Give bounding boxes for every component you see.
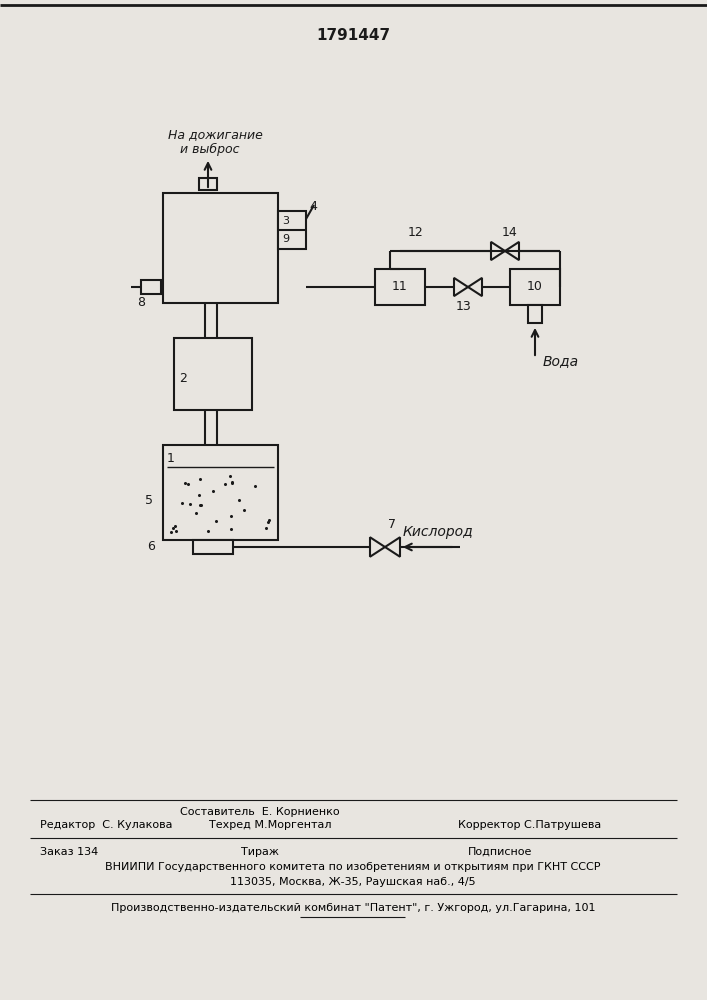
Polygon shape (370, 537, 385, 557)
Text: Корректор С.Патрушева: Корректор С.Патрушева (458, 820, 602, 830)
Text: 1791447: 1791447 (316, 27, 390, 42)
Polygon shape (454, 278, 468, 296)
Text: 4: 4 (309, 200, 317, 214)
Bar (278, 211, 306, 249)
Bar (199, 178, 217, 190)
Bar (193, 540, 233, 554)
Bar (163, 193, 278, 303)
Bar (163, 445, 278, 540)
Polygon shape (505, 242, 519, 260)
Text: 3: 3 (282, 216, 289, 226)
Text: Составитель  Е. Корниенко: Составитель Е. Корниенко (180, 807, 340, 817)
Text: Заказ 134: Заказ 134 (40, 847, 98, 857)
Text: 5: 5 (145, 493, 153, 506)
Text: 113035, Москва, Ж-35, Раушская наб., 4/5: 113035, Москва, Ж-35, Раушская наб., 4/5 (230, 877, 476, 887)
Text: Кислород: Кислород (403, 525, 474, 539)
Text: 10: 10 (527, 280, 543, 294)
Text: ВНИИПИ Государственного комитета по изобретениям и открытиям при ГКНТ СССР: ВНИИПИ Государственного комитета по изоб… (105, 862, 601, 872)
Text: 12: 12 (408, 227, 423, 239)
Bar (141, 280, 161, 294)
Bar (174, 338, 252, 410)
Text: 6: 6 (147, 540, 155, 554)
Text: 8: 8 (137, 296, 145, 308)
Text: Тираж: Тираж (241, 847, 279, 857)
Text: 2: 2 (179, 372, 187, 385)
Text: 1: 1 (167, 452, 175, 464)
Text: 9: 9 (282, 234, 289, 244)
Text: Подписное: Подписное (468, 847, 532, 857)
Text: 7: 7 (388, 518, 396, 532)
Polygon shape (491, 242, 505, 260)
Text: и выброс: и выброс (180, 142, 240, 156)
Bar (375, 269, 425, 305)
Text: 11: 11 (392, 280, 408, 294)
Text: 14: 14 (502, 227, 518, 239)
Text: Производственно-издательский комбинат "Патент", г. Ужгород, ул.Гагарина, 101: Производственно-издательский комбинат "П… (111, 903, 595, 913)
Text: Вода: Вода (543, 354, 579, 368)
Text: Техред М.Моргентал: Техред М.Моргентал (209, 820, 332, 830)
Bar (528, 305, 542, 323)
Polygon shape (385, 537, 400, 557)
Text: На дожигание: На дожигание (168, 128, 263, 141)
Text: Редактор  С. Кулакова: Редактор С. Кулакова (40, 820, 173, 830)
Polygon shape (468, 278, 482, 296)
Bar (510, 269, 560, 305)
Text: 13: 13 (456, 300, 472, 314)
